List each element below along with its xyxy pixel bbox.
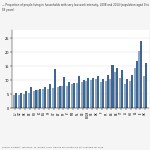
Bar — [42, 89, 44, 108]
Bar — [121, 70, 123, 108]
Bar — [68, 82, 70, 108]
Bar — [129, 81, 131, 108]
Bar — [35, 90, 37, 108]
Bar — [49, 84, 51, 108]
Bar — [131, 75, 133, 108]
Bar — [119, 78, 121, 108]
Bar — [20, 93, 22, 108]
Bar — [44, 87, 46, 108]
Bar — [145, 63, 147, 108]
Bar — [76, 83, 78, 108]
Bar — [33, 91, 35, 108]
Bar — [105, 81, 107, 108]
Bar — [107, 75, 109, 108]
Bar — [126, 79, 128, 108]
Text: — Proportion of people living in households with very low work intensity, 2008 a: — Proportion of people living in househo… — [2, 3, 148, 12]
Bar — [90, 80, 92, 108]
Bar — [92, 78, 94, 108]
Bar — [52, 88, 54, 108]
Bar — [81, 82, 83, 108]
Bar — [66, 86, 68, 108]
Bar — [78, 76, 80, 108]
Bar — [13, 95, 15, 108]
Bar — [102, 79, 104, 108]
Bar — [100, 82, 102, 108]
Bar — [28, 93, 30, 108]
Bar — [135, 61, 138, 108]
Bar — [138, 51, 140, 108]
Bar — [71, 84, 73, 108]
Bar — [114, 72, 116, 108]
Bar — [87, 78, 90, 108]
Bar — [30, 87, 32, 108]
Bar — [143, 76, 145, 108]
Bar — [39, 88, 41, 108]
Bar — [110, 79, 111, 108]
Bar — [124, 84, 126, 108]
Bar — [18, 95, 20, 108]
Bar — [95, 79, 97, 108]
Bar — [83, 80, 85, 108]
Bar — [47, 88, 49, 108]
Bar — [140, 41, 142, 108]
Bar — [116, 68, 118, 108]
Bar — [54, 69, 56, 108]
Bar — [57, 87, 59, 108]
Bar — [37, 90, 39, 108]
Bar — [25, 91, 27, 108]
Bar — [73, 83, 75, 108]
Bar — [111, 65, 114, 108]
Bar — [85, 81, 87, 108]
Text: Source: Eurostat, retrieved: 13 January 2016. Figures for Croatia are not availa: Source: Eurostat, retrieved: 13 January … — [2, 147, 103, 148]
Bar — [59, 86, 61, 108]
Bar — [15, 93, 17, 108]
Bar — [23, 93, 25, 108]
Bar — [134, 68, 135, 108]
Bar — [63, 77, 65, 108]
Bar — [97, 76, 99, 108]
Bar — [61, 86, 63, 108]
